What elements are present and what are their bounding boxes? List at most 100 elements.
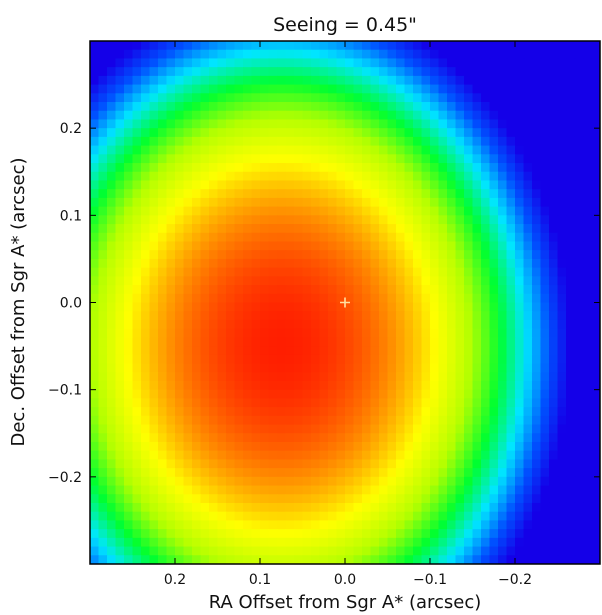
heatmap-cell [234,171,244,182]
heatmap-cell [379,450,389,460]
heatmap-cell [209,450,219,460]
heatmap-cell [209,398,219,408]
heatmap-cell [472,346,482,356]
heatmap-cell [90,241,100,251]
heatmap-cell [98,311,108,321]
heatmap-cell [183,494,193,504]
heatmap-cell [175,232,185,243]
heatmap-cell [396,285,406,295]
heatmap-cell [362,93,372,103]
heatmap-cell [311,110,321,121]
heatmap-cell [115,110,125,121]
heatmap-cell [379,346,389,356]
heatmap-cell [226,537,236,548]
heatmap-cell [336,398,346,408]
heatmap-cell [379,267,389,277]
heatmap-cell [319,494,329,504]
heatmap-cell [532,41,542,51]
heatmap-cell [540,450,550,460]
heatmap-cell [277,128,287,138]
heatmap-cell [345,145,355,155]
heatmap-cell [455,302,465,312]
heatmap-cell [464,67,474,77]
heatmap-cell [107,41,117,51]
heatmap-cell [515,502,525,513]
heatmap-cell [362,75,372,86]
heatmap-cell [438,363,448,373]
heatmap-cell [379,546,389,556]
heatmap-cell [396,163,406,173]
heatmap-cell [370,520,380,530]
heatmap-cell [260,372,270,382]
heatmap-cell [540,380,550,391]
heatmap-cell [141,555,151,564]
heatmap-cell [107,511,117,522]
heatmap-cell [455,372,465,382]
heatmap-cell [166,441,176,452]
heatmap-cell [200,415,210,426]
heatmap-cell [183,215,193,225]
heatmap-cell [183,363,193,373]
heatmap-cell [226,154,236,164]
heatmap-cell [370,468,380,478]
heatmap-cell [302,285,312,295]
heatmap-cell [260,485,270,495]
heatmap-cell [472,241,482,251]
heatmap-cell [430,468,440,478]
heatmap-cell [523,75,533,86]
heatmap-cell [226,189,236,199]
heatmap-cell [447,441,457,452]
heatmap-cell [591,285,600,295]
heatmap-cell [489,485,499,495]
heatmap-cell [362,372,372,382]
heatmap-cell [124,529,134,539]
heatmap-cell [192,476,202,487]
heatmap-cell [107,232,117,243]
heatmap-cell [540,494,550,504]
heatmap-cell [515,49,525,60]
heatmap-cell [379,41,389,51]
heatmap-cell [285,346,295,356]
heatmap-cell [583,459,593,469]
heatmap-cell [226,346,236,356]
heatmap-cell [387,215,397,225]
heatmap-cell [319,380,329,391]
heatmap-cell [243,93,253,103]
heatmap-cell [132,424,142,434]
heatmap-cell [294,258,304,269]
heatmap-cell [285,232,295,243]
heatmap-cell [234,319,244,330]
heatmap-cell [430,49,440,60]
heatmap-cell [243,424,253,434]
heatmap-cell [523,424,533,434]
heatmap-cell [574,468,584,478]
heatmap-cell [277,241,287,251]
heatmap-cell [421,511,431,522]
heatmap-cell [124,433,134,443]
heatmap-cell [200,128,210,138]
heatmap-cell [353,41,363,51]
heatmap-cell [328,163,338,173]
heatmap-cell [243,136,253,147]
heatmap-cell [175,389,185,399]
heatmap-cell [115,319,125,330]
heatmap-cell [285,128,295,138]
heatmap-cell [277,154,287,164]
heatmap-cell [591,529,600,539]
heatmap-cell [260,502,270,513]
heatmap-cell [591,485,600,495]
heatmap-cell [319,258,329,269]
heatmap-cell [217,58,227,68]
heatmap-cell [260,41,270,51]
heatmap-cell [234,49,244,60]
heatmap-cell [583,110,593,121]
heatmap-cell [557,285,567,295]
heatmap-cell [455,267,465,277]
heatmap-cell [251,276,261,286]
heatmap-cell [328,555,338,564]
heatmap-cell [302,511,312,522]
heatmap-cell [285,337,295,347]
heatmap-cell [302,407,312,417]
heatmap-cell [506,476,516,487]
heatmap-cell [549,311,559,321]
